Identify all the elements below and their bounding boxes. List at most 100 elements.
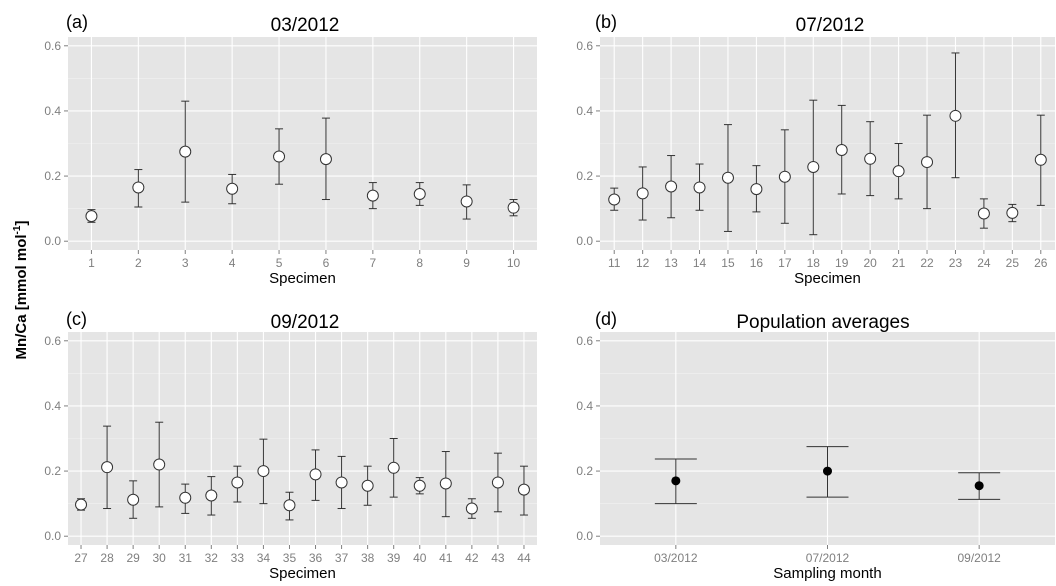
x-tick-label: 35 bbox=[283, 551, 297, 565]
panel-1: 0.0 0.2 0.4 0.6 1 2 3 4 5 6 7 8 9 10 03/2012 (a) Specime… bbox=[44, 12, 537, 287]
data-point bbox=[319, 153, 332, 166]
x-tick-label: 33 bbox=[231, 551, 245, 565]
data-point bbox=[205, 489, 218, 502]
y-axis-label: Mn/Ca [mmol mol-1] bbox=[12, 221, 30, 360]
data-point bbox=[101, 461, 114, 474]
x-tick-label: 6 bbox=[323, 256, 330, 270]
panel-title: 07/2012 bbox=[796, 15, 865, 36]
data-point bbox=[283, 499, 296, 512]
x-tick-label: 17 bbox=[778, 256, 792, 270]
data-point bbox=[179, 491, 192, 504]
data-point bbox=[671, 476, 681, 486]
data-point bbox=[864, 152, 877, 165]
x-tick-label: 22 bbox=[920, 256, 934, 270]
y-tick-label: 0.2 bbox=[576, 169, 593, 183]
x-tick-label: 41 bbox=[439, 551, 453, 565]
x-tick-label: 24 bbox=[977, 256, 991, 270]
data-point bbox=[835, 144, 848, 157]
x-tick-label: 9 bbox=[463, 256, 470, 270]
y-tick-label: 0.0 bbox=[576, 234, 593, 248]
data-point bbox=[665, 180, 678, 193]
x-tick-label: 07/2012 bbox=[806, 551, 850, 565]
x-tick-label: 34 bbox=[257, 551, 271, 565]
x-tick-label: 36 bbox=[309, 551, 323, 565]
x-tick-label: 38 bbox=[361, 551, 375, 565]
data-point bbox=[85, 210, 98, 223]
y-tick-label: 0.4 bbox=[44, 399, 61, 413]
x-tick-label: 42 bbox=[465, 551, 479, 565]
x-tick-label: 16 bbox=[750, 256, 764, 270]
panel-2: 0.0 0.2 0.4 0.6 11 12 13 14 15 16 17 18 19 20 21 22 23 24… bbox=[576, 12, 1055, 287]
data-point bbox=[921, 156, 934, 169]
data-point bbox=[413, 187, 426, 200]
x-tick-label: 03/2012 bbox=[654, 551, 698, 565]
y-tick-label: 0.2 bbox=[44, 169, 61, 183]
data-point bbox=[132, 181, 145, 194]
x-tick-label: 8 bbox=[416, 256, 423, 270]
data-point bbox=[517, 483, 530, 496]
data-point bbox=[823, 466, 832, 476]
x-tick-label: 7 bbox=[370, 256, 377, 270]
y-axis-label-superscript: -1 bbox=[12, 225, 23, 234]
data-point bbox=[273, 150, 286, 163]
x-tick-label: 23 bbox=[949, 256, 963, 270]
data-point bbox=[226, 182, 239, 195]
data-point bbox=[309, 468, 322, 481]
panel-letter: (b) bbox=[595, 12, 617, 32]
x-tick-label: 30 bbox=[153, 551, 167, 565]
panel-letter: (a) bbox=[66, 12, 88, 32]
panel-title: 03/2012 bbox=[271, 15, 340, 36]
y-tick-label: 0.6 bbox=[576, 39, 593, 53]
x-tick-label: 37 bbox=[335, 551, 349, 565]
x-tick-label: 5 bbox=[276, 256, 283, 270]
data-point bbox=[491, 476, 504, 489]
data-point bbox=[153, 458, 166, 471]
data-point bbox=[974, 481, 984, 491]
x-tick-label: 19 bbox=[835, 256, 849, 270]
x-tick-label: 4 bbox=[229, 256, 236, 270]
x-tick-label: 20 bbox=[863, 256, 877, 270]
x-tick-label: 26 bbox=[1034, 256, 1048, 270]
data-point bbox=[750, 183, 763, 196]
data-point bbox=[949, 109, 962, 122]
data-point bbox=[608, 193, 621, 206]
y-tick-label: 0.0 bbox=[44, 529, 61, 543]
x-tick-label: 11 bbox=[608, 256, 621, 270]
panel-4: 0.0 0.2 0.4 0.6 03/2012 07/2012 09/2012 Populat… bbox=[576, 309, 1055, 582]
data-point bbox=[693, 181, 706, 194]
data-point bbox=[387, 461, 400, 474]
data-point bbox=[361, 479, 374, 492]
data-point bbox=[257, 465, 270, 478]
x-tick-label: 13 bbox=[664, 256, 678, 270]
x-axis-label: Specimen bbox=[269, 565, 336, 582]
x-tick-label: 21 bbox=[892, 256, 906, 270]
x-tick-label: 40 bbox=[413, 551, 427, 565]
data-point bbox=[366, 189, 379, 202]
x-tick-label: 31 bbox=[179, 551, 193, 565]
data-point bbox=[977, 207, 990, 220]
panel-3: 0.0 0.2 0.4 0.6 27 28 29 30 31 32 33 34 35 36 37 38 39 40… bbox=[44, 309, 537, 582]
x-tick-label: 44 bbox=[517, 551, 531, 565]
data-point bbox=[778, 170, 791, 183]
panel-title: Population averages bbox=[736, 312, 909, 333]
y-tick-label: 0.0 bbox=[44, 234, 61, 248]
data-point bbox=[460, 195, 473, 208]
y-tick-label: 0.4 bbox=[576, 399, 593, 413]
y-tick-label: 0.6 bbox=[44, 334, 61, 348]
y-tick-label: 0.2 bbox=[44, 464, 61, 478]
data-point bbox=[465, 502, 478, 515]
data-point bbox=[507, 201, 520, 214]
y-tick-label: 0.0 bbox=[576, 529, 593, 543]
panel-letter: (c) bbox=[66, 309, 87, 329]
data-point bbox=[439, 477, 452, 490]
panel-letter: (d) bbox=[595, 309, 617, 329]
data-point bbox=[179, 145, 192, 158]
x-axis-label: Specimen bbox=[794, 270, 861, 287]
x-tick-label: 39 bbox=[387, 551, 401, 565]
x-tick-label: 27 bbox=[74, 551, 88, 565]
x-tick-label: 29 bbox=[126, 551, 140, 565]
data-point bbox=[1006, 206, 1019, 219]
data-point bbox=[721, 171, 734, 184]
x-tick-label: 25 bbox=[1006, 256, 1020, 270]
data-point bbox=[892, 165, 905, 178]
